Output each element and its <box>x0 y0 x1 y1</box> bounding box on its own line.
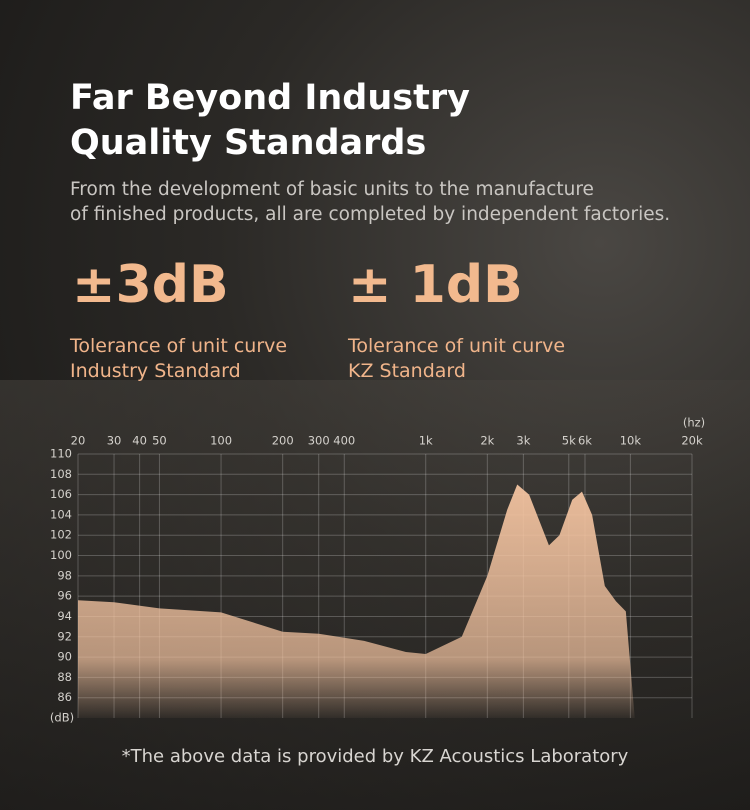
subtitle-line: From the development of basic units to t… <box>70 179 594 200</box>
x-tick-label: 20k <box>681 434 703 448</box>
x-tick-label: 100 <box>210 434 232 448</box>
x-tick-label: 200 <box>272 434 294 448</box>
stat-value: ± 1dB <box>348 255 523 315</box>
subtitle-line: of finished products, all are completed … <box>70 204 671 225</box>
stat-label: Tolerance of unit curve <box>348 335 566 357</box>
stat-label: Industry Standard <box>70 360 241 382</box>
background-console <box>0 380 750 810</box>
x-tick-label: 6k <box>578 434 592 448</box>
stat-label: Tolerance of unit curve <box>70 335 288 357</box>
footnote: *The above data is provided by KZ Acoust… <box>121 746 629 767</box>
title-line: Quality Standards <box>70 123 427 163</box>
y-tick-label: 104 <box>50 507 72 521</box>
y-tick-label: 92 <box>57 629 72 643</box>
y-tick-label: 100 <box>50 548 72 562</box>
y-tick-label: 94 <box>57 609 72 623</box>
y-tick-label: 102 <box>50 528 72 542</box>
x-tick-label: 1k <box>419 434 433 448</box>
x-tick-label: 50 <box>152 434 167 448</box>
y-tick-label: 110 <box>50 447 72 461</box>
x-tick-label: 400 <box>333 434 355 448</box>
x-tick-label: 5k <box>562 434 576 448</box>
x-tick-label: 30 <box>107 434 122 448</box>
stat-value: ±3dB <box>72 255 229 315</box>
title-line: Far Beyond Industry <box>70 78 470 118</box>
y-tick-label: 90 <box>57 650 72 664</box>
y-tick-label: 108 <box>50 467 72 481</box>
y-unit: (dB) <box>50 711 74 725</box>
x-tick-label: 2k <box>480 434 494 448</box>
y-tick-label: 106 <box>50 487 72 501</box>
y-tick-label: 96 <box>57 589 72 603</box>
y-tick-label: 98 <box>57 568 72 582</box>
x-tick-label: 3k <box>516 434 530 448</box>
x-tick-label: 20 <box>71 434 86 448</box>
y-tick-label: 86 <box>57 690 72 704</box>
x-tick-label: 40 <box>132 434 147 448</box>
x-unit: (hz) <box>683 416 705 430</box>
area <box>78 484 635 718</box>
y-tick-label: 88 <box>57 670 72 684</box>
x-tick-label: 300 <box>308 434 330 448</box>
stat-label: KZ Standard <box>348 360 466 382</box>
x-tick-label: 10k <box>620 434 642 448</box>
